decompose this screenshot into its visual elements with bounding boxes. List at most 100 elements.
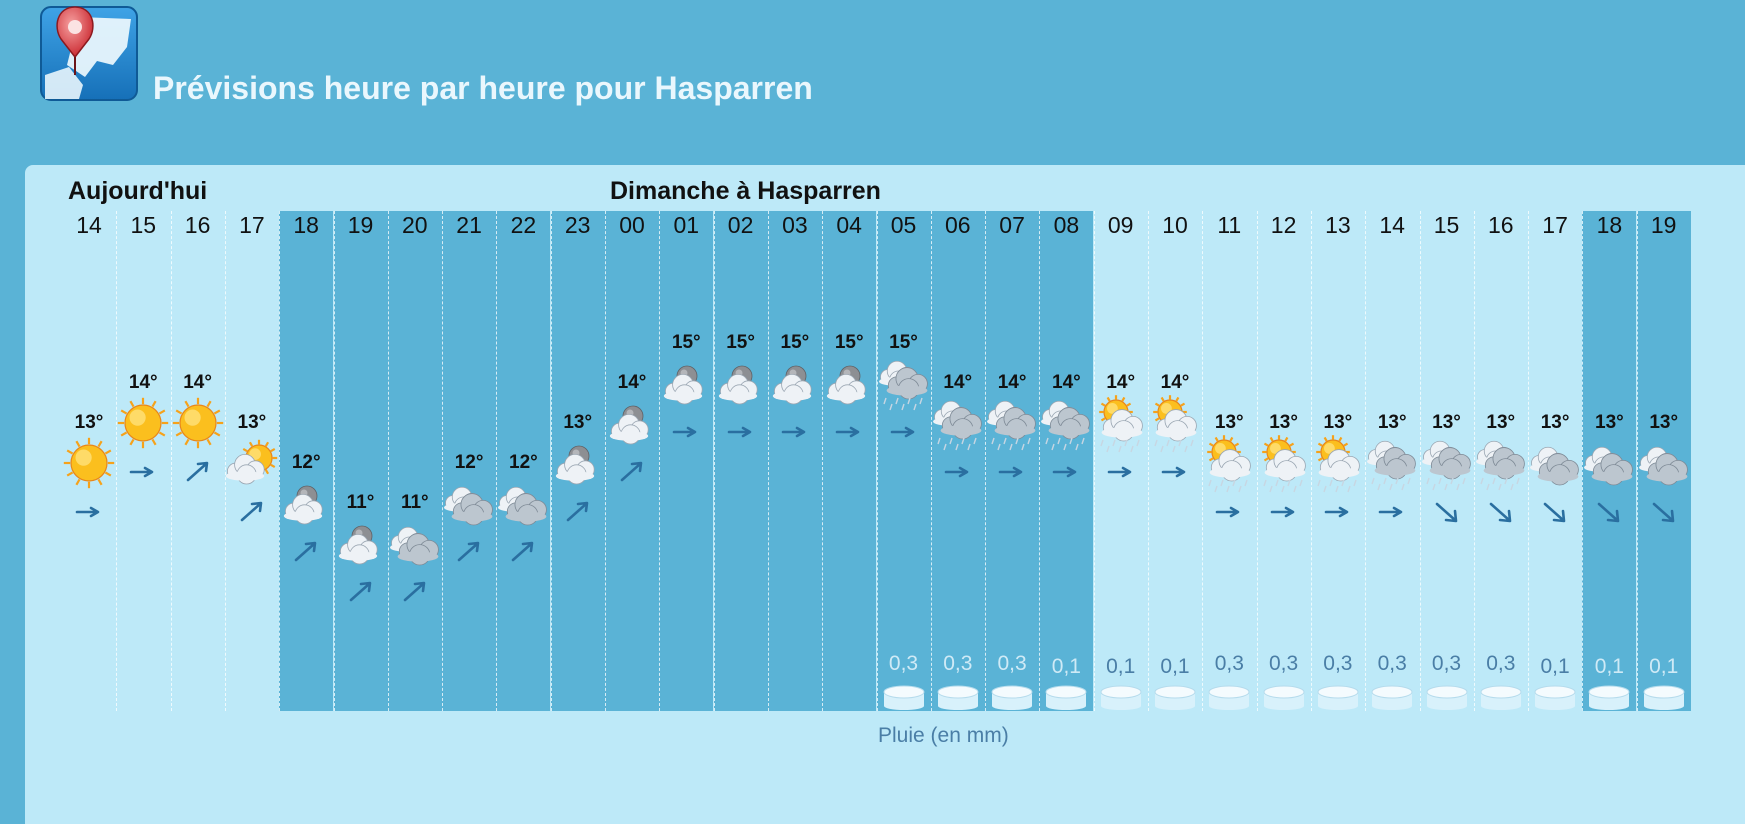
column-divider [279,211,281,711]
temperature-label: 12° [291,452,321,473]
column-divider [442,211,444,711]
hour-label: 00 [619,212,645,238]
temperature-label: 14° [1160,372,1190,393]
moon-cloud-icon [764,352,826,419]
column-divider [496,211,498,711]
hour-label: 14 [76,212,102,238]
column-divider [116,211,118,711]
temperature-label: 13° [1269,412,1298,433]
day-label-today: Aujourd'hui [68,177,208,205]
temperature-label: 15° [889,332,918,353]
hour-column-18 [279,211,334,711]
arrow-up-right-icon [453,538,485,571]
rain-gauge-icon [1098,680,1144,715]
cloud-icon [384,512,446,579]
arrow-right-icon [73,498,105,531]
rain-amount: 0,3 [1323,652,1353,675]
arrow-up-right-icon [290,538,322,571]
hour-label: 19 [347,212,374,238]
temperature-label: 15° [726,332,755,353]
rain-gauge-icon [1424,680,1470,715]
arrow-right-icon [725,418,757,451]
rain-amount: 0,1 [1649,655,1679,678]
hour-label: 10 [1162,212,1188,238]
arrow-right-icon [670,418,702,451]
rain-amount: 0,3 [888,652,919,675]
temperature-label: 13° [237,412,267,433]
column-divider [1582,211,1584,711]
temperature-label: 14° [617,372,647,393]
day-label-sunday: Dimanche à Hasparren [610,177,881,205]
rain-gauge-icon [1478,680,1524,715]
sun-rain-cloud-icon [1253,432,1315,499]
arrow-right-icon [1105,458,1137,491]
rain-gauge-icon [881,680,927,715]
arrow-up-right-icon [236,498,268,531]
sun-rain-cloud-icon [1090,392,1152,459]
rain-amount: 0,1 [1594,655,1624,678]
hourly-forecast-grid: 14 13° 15 14° 16 14° 17 13° 18 12° 19 11° 20 11° 21 12°… [25,165,1745,785]
rain-gauge-icon [989,680,1035,715]
column-divider [713,211,715,711]
moon-cloud-icon [601,392,663,459]
column-divider [1310,211,1312,711]
temperature-label: 14° [1106,372,1136,393]
sun-icon [58,432,120,499]
arrow-right-icon [1159,458,1191,491]
rain-amount: 0,1 [1160,655,1190,678]
page-title: Prévisions heure par heure pour Hasparre… [153,70,813,106]
rain-cloud-icon [1470,432,1532,499]
arrow-right-icon [779,418,811,451]
rain-gauge-icon [1261,680,1307,715]
arrow-right-icon [1050,458,1082,491]
cloud-icon [1524,432,1586,499]
rain-amount: 0,1 [1106,655,1136,678]
sun-rain-cloud-icon [1198,432,1260,499]
rain-caption: Pluie (en mm) [878,724,1009,747]
temperature-label: 11° [346,492,375,513]
temperature-label: 15° [671,332,701,353]
temperature-label: 15° [834,332,864,353]
rain-gauge-icon [1315,680,1361,715]
hour-label: 04 [836,212,862,238]
moon-cloud-icon [547,432,609,499]
arrow-up-right-icon [562,498,594,531]
arrow-down-right-icon [1593,498,1625,531]
hour-label: 16 [184,212,211,238]
arrow-right-icon [1213,498,1245,531]
rain-cloud-icon [1361,432,1423,499]
temperature-label: 12° [454,452,484,473]
temperature-label: 14° [943,372,973,393]
rain-amount: 0,3 [1431,652,1462,675]
arrow-down-right-icon [1539,498,1571,531]
hour-label: 20 [402,212,428,238]
temperature-label: 13° [1486,412,1516,433]
rain-gauge-icon [1043,680,1089,715]
rain-amount: 0,3 [1486,652,1516,675]
temperature-label: 15° [780,332,810,353]
arrow-right-icon [833,418,865,451]
hour-label: 12 [1270,212,1297,238]
column-divider [1202,211,1204,711]
hour-label: 21 [456,212,482,238]
hour-label: 19 [1650,212,1677,238]
hour-column-19 [333,211,388,711]
temperature-label: 13° [1540,412,1570,433]
cloud-icon [1633,432,1695,499]
hour-label: 17 [239,212,265,238]
hour-label: 02 [727,212,754,238]
temperature-label: 13° [1432,412,1461,433]
rain-amount: 0,1 [1051,655,1081,678]
hour-label: 09 [1107,212,1134,238]
arrow-down-right-icon [1648,498,1680,531]
hour-label: 13 [1325,212,1351,238]
rain-gauge-icon [1369,680,1415,715]
hour-label: 17 [1542,212,1568,238]
rain-amount: 0,1 [1540,655,1570,678]
sun-icon [112,392,174,459]
hour-column-20 [387,211,442,711]
moon-cloud-icon [818,352,880,419]
temperature-label: 13° [74,412,104,433]
hour-label: 23 [564,212,591,238]
temperature-label: 14° [128,372,158,393]
